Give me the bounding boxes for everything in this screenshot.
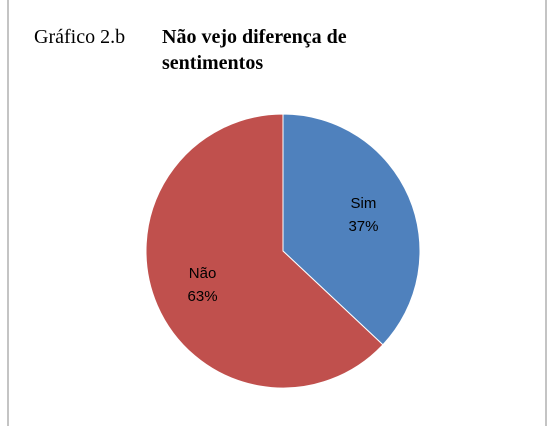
chart-label: Gráfico 2.b <box>34 26 126 48</box>
slice-category: Sim <box>351 195 377 212</box>
slice-category: Não <box>189 265 217 282</box>
pie-slice <box>145 113 384 389</box>
slice-value-label: 37% <box>348 218 378 235</box>
chart-title: Não vejo diferença de sentimentos <box>162 26 347 74</box>
pie-slice <box>282 113 421 346</box>
slice-value-label: 63% <box>188 288 218 305</box>
